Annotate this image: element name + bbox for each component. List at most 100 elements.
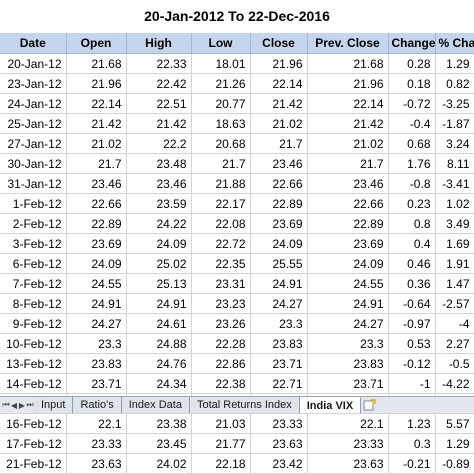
table-cell[interactable]: 24.34 xyxy=(126,373,192,394)
table-cell[interactable]: 24.02 xyxy=(126,453,192,474)
table-cell[interactable]: 21.42 xyxy=(250,93,308,114)
table-cell[interactable]: 6-Feb-12 xyxy=(0,253,67,274)
table-cell[interactable]: 1.23 xyxy=(388,413,436,434)
table-cell[interactable]: 1.29 xyxy=(435,433,474,454)
table-cell[interactable]: 24.22 xyxy=(126,213,192,234)
table-cell[interactable]: 0.3 xyxy=(388,433,436,454)
table-cell[interactable]: 23.83 xyxy=(66,353,127,374)
table-cell[interactable]: -1 xyxy=(388,373,436,394)
table-cell[interactable]: 21.96 xyxy=(250,53,308,74)
table-cell[interactable]: 20-Jan-12 xyxy=(0,53,67,74)
table-cell[interactable]: 23.26 xyxy=(191,313,251,334)
table-cell[interactable]: 23.48 xyxy=(126,153,192,174)
table-cell[interactable]: 25-Jan-12 xyxy=(0,113,67,134)
table-cell[interactable]: 21.68 xyxy=(66,53,127,74)
table-cell[interactable]: 22.71 xyxy=(250,373,308,394)
table-cell[interactable]: 23.33 xyxy=(250,413,308,434)
table-cell[interactable]: -1.87 xyxy=(435,113,474,134)
table-cell[interactable]: 21.02 xyxy=(66,133,127,154)
table-cell[interactable]: 23.83 xyxy=(250,333,308,354)
table-cell[interactable]: 23.38 xyxy=(126,413,192,434)
table-cell[interactable]: 23.71 xyxy=(307,373,389,394)
table-cell[interactable]: 24.27 xyxy=(307,313,389,334)
table-cell[interactable]: 22.38 xyxy=(191,373,251,394)
column-header-pct-change[interactable]: % Change xyxy=(435,33,474,54)
next-sheet-icon[interactable]: ▶ xyxy=(18,400,26,410)
table-cell[interactable]: 27-Jan-12 xyxy=(0,133,67,154)
table-cell[interactable]: 0.28 xyxy=(388,53,436,74)
table-cell[interactable]: 23.46 xyxy=(66,173,127,194)
table-cell[interactable]: 1.02 xyxy=(435,193,474,214)
table-cell[interactable]: -3.25 xyxy=(435,93,474,114)
table-cell[interactable]: 0.68 xyxy=(388,133,436,154)
table-cell[interactable]: 21.03 xyxy=(191,413,251,434)
table-cell[interactable]: 23.63 xyxy=(250,433,308,454)
table-cell[interactable]: 16-Feb-12 xyxy=(0,413,67,434)
table-cell[interactable]: 21.42 xyxy=(307,113,389,134)
table-cell[interactable]: 23.31 xyxy=(191,273,251,294)
table-cell[interactable]: 23.63 xyxy=(307,453,389,474)
table-cell[interactable]: 24.09 xyxy=(250,233,308,254)
table-cell[interactable]: 24.09 xyxy=(66,253,127,274)
column-header-low[interactable]: Low xyxy=(191,33,251,54)
table-cell[interactable]: 0.82 xyxy=(435,73,474,94)
table-cell[interactable]: 22.1 xyxy=(307,413,389,434)
table-cell[interactable]: 21.96 xyxy=(307,73,389,94)
table-cell[interactable]: 24.27 xyxy=(66,313,127,334)
table-cell[interactable]: 23.33 xyxy=(66,433,127,454)
table-cell[interactable]: 22.17 xyxy=(191,193,251,214)
table-cell[interactable]: 0.46 xyxy=(388,253,436,274)
table-cell[interactable]: 23.33 xyxy=(307,433,389,454)
table-cell[interactable]: 24.61 xyxy=(126,313,192,334)
table-cell[interactable]: -0.5 xyxy=(435,353,474,374)
table-cell[interactable]: -0.8 xyxy=(388,173,436,194)
table-cell[interactable]: 1-Feb-12 xyxy=(0,193,67,214)
table-cell[interactable]: 22.66 xyxy=(307,193,389,214)
table-cell[interactable]: 1.29 xyxy=(435,53,474,74)
prev-sheet-icon[interactable]: ◀ xyxy=(10,400,18,410)
table-cell[interactable]: 22.14 xyxy=(250,73,308,94)
table-cell[interactable]: 23.3 xyxy=(250,313,308,334)
table-cell[interactable]: 21.7 xyxy=(66,153,127,174)
table-cell[interactable]: 22.72 xyxy=(191,233,251,254)
table-cell[interactable]: 22.51 xyxy=(126,93,192,114)
column-header-change[interactable]: Change xyxy=(388,33,436,54)
table-cell[interactable]: 14-Feb-12 xyxy=(0,373,67,394)
table-cell[interactable]: 7-Feb-12 xyxy=(0,273,67,294)
table-cell[interactable]: 3.24 xyxy=(435,133,474,154)
table-cell[interactable]: -0.64 xyxy=(388,293,436,314)
table-cell[interactable]: 22.14 xyxy=(66,93,127,114)
table-cell[interactable]: 24.55 xyxy=(307,273,389,294)
table-cell[interactable]: 22.86 xyxy=(191,353,251,374)
table-cell[interactable]: 24.91 xyxy=(66,293,127,314)
table-cell[interactable]: 21.7 xyxy=(191,153,251,174)
table-cell[interactable]: 24.91 xyxy=(250,273,308,294)
sheet-tab-india-vix[interactable]: India VIX xyxy=(299,397,362,413)
table-cell[interactable]: 24.88 xyxy=(126,333,192,354)
table-cell[interactable]: 23.69 xyxy=(250,213,308,234)
table-cell[interactable]: 0.23 xyxy=(388,193,436,214)
table-cell[interactable]: 18.01 xyxy=(191,53,251,74)
table-cell[interactable]: 22.2 xyxy=(126,133,192,154)
table-cell[interactable]: 23.71 xyxy=(66,373,127,394)
table-cell[interactable]: 24.55 xyxy=(66,273,127,294)
table-cell[interactable]: 21.7 xyxy=(307,153,389,174)
table-cell[interactable]: 25.55 xyxy=(250,253,308,274)
table-cell[interactable]: 21.02 xyxy=(250,113,308,134)
table-cell[interactable]: 22.66 xyxy=(250,173,308,194)
table-cell[interactable]: 24.91 xyxy=(126,293,192,314)
table-cell[interactable]: -0.21 xyxy=(388,453,436,474)
table-cell[interactable]: 22.08 xyxy=(191,213,251,234)
table-cell[interactable]: 20.77 xyxy=(191,93,251,114)
table-cell[interactable]: 23.59 xyxy=(126,193,192,214)
table-cell[interactable]: 0.36 xyxy=(388,273,436,294)
table-cell[interactable]: 3.49 xyxy=(435,213,474,234)
table-cell[interactable]: -0.4 xyxy=(388,113,436,134)
table-cell[interactable]: 23.23 xyxy=(191,293,251,314)
table-cell[interactable]: -2.57 xyxy=(435,293,474,314)
last-sheet-icon[interactable]: ⏭ xyxy=(26,400,34,409)
table-cell[interactable]: 22.14 xyxy=(307,93,389,114)
table-cell[interactable]: 23.71 xyxy=(250,353,308,374)
table-cell[interactable]: 5.57 xyxy=(435,413,474,434)
table-cell[interactable]: -0.89 xyxy=(435,453,474,474)
